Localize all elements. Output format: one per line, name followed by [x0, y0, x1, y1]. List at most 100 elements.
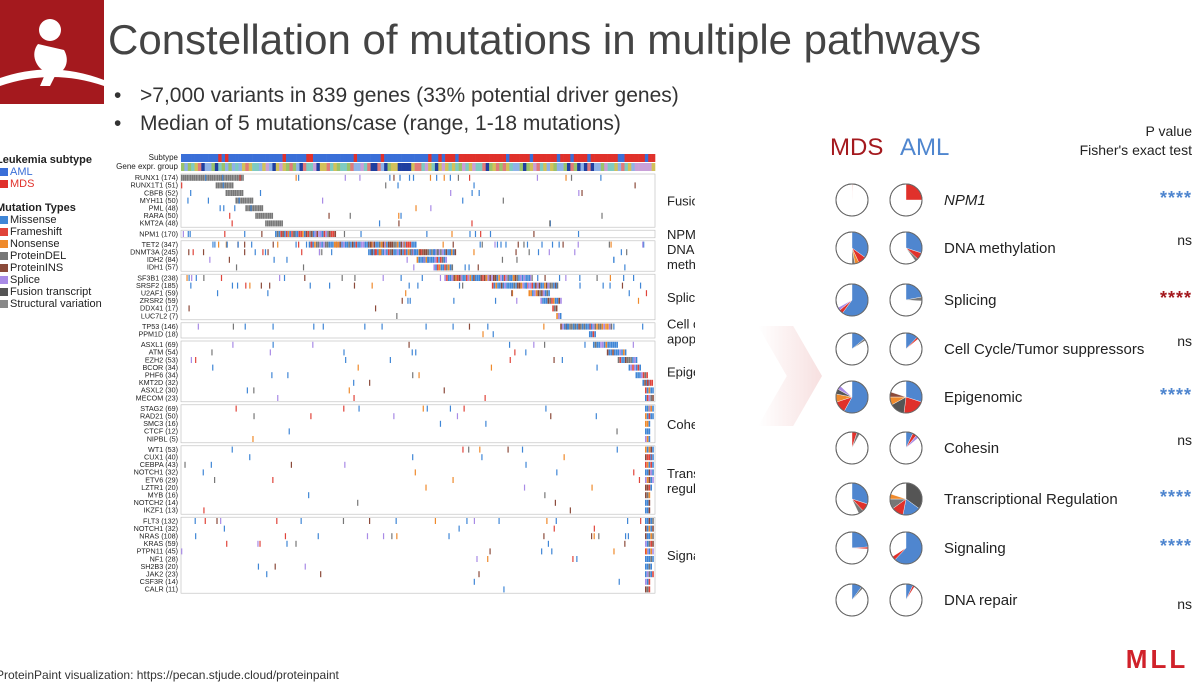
mutation-mark [449, 405, 452, 412]
mutation-mark [332, 231, 335, 237]
mutation-mark [362, 241, 365, 248]
mutation-mark [554, 297, 557, 304]
mutation-mark [202, 249, 205, 256]
mutation-mark [551, 241, 554, 248]
mutation-mark [626, 357, 629, 363]
expr-group-cell [255, 163, 260, 171]
mutation-mark [500, 282, 503, 289]
mutation-mark [500, 275, 502, 281]
pathway-pie-chart [835, 332, 869, 366]
mutation-mark [652, 548, 654, 555]
mutation-mark [318, 249, 321, 256]
mutation-mark [652, 525, 654, 532]
mutation-mark [648, 507, 651, 514]
mutation-mark [235, 264, 238, 271]
mutation-mark [429, 256, 431, 263]
mutation-mark [469, 231, 471, 237]
mutation-mark [646, 484, 649, 491]
mutation-mark [335, 241, 337, 248]
mutation-mark [203, 275, 205, 281]
mutation-mark [491, 282, 494, 289]
pathway-pvalue: ns [1177, 596, 1192, 612]
mutation-mark [275, 220, 278, 227]
pathway-pie-chart [889, 531, 923, 565]
mutation-mark [438, 249, 440, 256]
mutation-mark [535, 290, 538, 297]
mutation-mark [422, 249, 424, 256]
legend-mutation-swatch [0, 264, 8, 272]
mutation-mark [302, 264, 305, 271]
mutation-mark [339, 241, 341, 248]
mutation-mark [279, 275, 281, 281]
mutation-mark [589, 323, 591, 330]
mutation-mark [544, 492, 546, 499]
mutation-mark [445, 256, 448, 263]
mutation-mark [478, 190, 480, 196]
mutation-mark [634, 182, 636, 189]
mutation-mark [239, 197, 241, 204]
mutation-mark [645, 484, 647, 491]
mutation-mark [645, 571, 647, 578]
mutation-mark [616, 341, 618, 348]
subtype-cell [499, 154, 503, 162]
mutation-mark [523, 484, 526, 491]
legend-mutation-swatch [0, 288, 8, 296]
subtype-cell [617, 154, 622, 162]
mutation-mark [639, 282, 642, 289]
expr-group-cell [343, 163, 348, 171]
group-frame [180, 240, 656, 272]
expr-group-cell [631, 163, 635, 171]
bullet-text: Median of 5 mutations/case (range, 1-18 … [140, 112, 621, 135]
expr-group-cell [326, 163, 331, 171]
mutation-mark [479, 241, 481, 248]
bullet-list: • >7,000 variants in 839 genes (33% poten… [114, 82, 679, 138]
mutation-mark [422, 405, 424, 412]
subtype-cell [282, 154, 287, 162]
expr-group-cell [201, 163, 205, 171]
expr-group-cell [458, 163, 463, 171]
mutation-mark [638, 477, 641, 483]
expr-group-cell [431, 163, 436, 171]
mutation-mark [572, 556, 574, 562]
pathway-pie-chart [835, 183, 869, 217]
mutation-mark [387, 249, 390, 256]
matrix-legend: Leukemia subtype AML MDS Mutation Types M… [0, 154, 102, 310]
legend-mutation-label: Fusion transcript [10, 286, 92, 298]
mutation-mark [444, 264, 446, 271]
mutation-mark [518, 282, 521, 289]
mutation-mark [592, 323, 595, 330]
mutation-mark [552, 297, 555, 304]
mutation-mark [453, 275, 455, 281]
mutation-mark [515, 282, 517, 289]
mutation-mark [181, 548, 183, 555]
gene-label: LUC7L2 (7) [141, 311, 178, 320]
mutation-mark [375, 241, 377, 248]
subtype-cell [208, 154, 212, 162]
mutation-mark [600, 341, 602, 348]
mutation-mark [396, 313, 398, 319]
mutation-mark [276, 231, 279, 237]
mutation-mark [300, 231, 302, 237]
subtype-cell [279, 154, 283, 162]
mutation-mark [549, 282, 552, 289]
mutation-mark [484, 395, 486, 401]
mutation-mark [605, 341, 608, 348]
mutation-mark [237, 241, 239, 248]
expr-group-cell [448, 163, 453, 171]
gene-label: SMC3 (16) [143, 419, 178, 428]
subtype-cell [255, 154, 260, 162]
pathway-pie-chart [889, 431, 923, 465]
mutation-mark [435, 264, 437, 271]
mutation-mark [525, 349, 527, 356]
mutation-mark [644, 379, 646, 386]
mutation-mark [542, 297, 544, 304]
mutation-mark [418, 372, 420, 379]
mutation-mark [525, 282, 528, 289]
mutation-mark [643, 241, 645, 248]
mutation-mark [203, 507, 205, 514]
mutation-mark [252, 205, 255, 212]
mutation-mark [524, 282, 526, 289]
expr-group-cell [570, 163, 575, 171]
mutation-mark [537, 290, 540, 297]
mutation-mark [200, 174, 203, 181]
